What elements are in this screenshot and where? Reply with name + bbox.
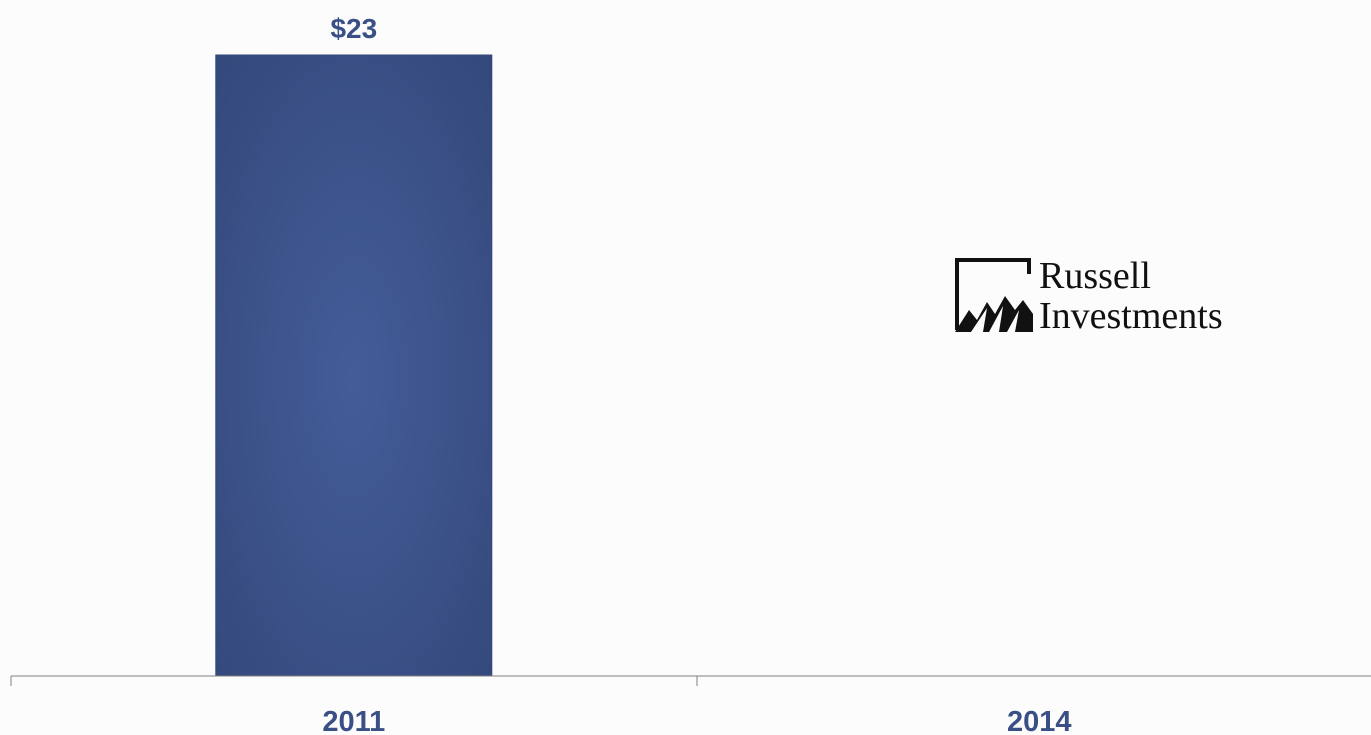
- x-tick-label-2011: 2011: [322, 706, 385, 735]
- bar-2011: [215, 54, 493, 677]
- russell-investments-logo: Russell Investments: [955, 255, 1223, 337]
- data-label-2011: $23: [330, 13, 377, 44]
- logo-line-2: Investments: [1039, 295, 1223, 337]
- logo-line-1: Russell: [1039, 255, 1151, 297]
- x-tick-label-2014: 2014: [1007, 706, 1072, 735]
- mountain-icon: [955, 258, 1033, 332]
